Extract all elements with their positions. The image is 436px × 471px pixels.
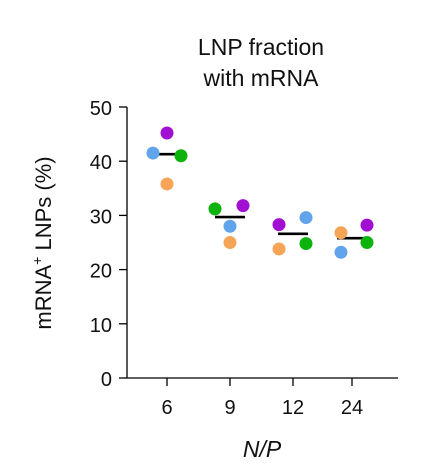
data-point-purple	[160, 126, 174, 140]
data-point-blue	[223, 219, 237, 233]
mean-lines	[152, 152, 367, 240]
y-axis-label: mRNA+ LNPs (%)	[29, 156, 56, 329]
data-point-blue	[299, 211, 313, 225]
chart-title-line-2: with mRNA	[202, 65, 319, 91]
data-point-orange	[160, 177, 174, 191]
chart-title-line-1: LNP fraction	[198, 34, 324, 60]
x-ticks: 6 9 12 24	[161, 378, 363, 419]
y-tick-label: 40	[90, 152, 112, 174]
y-tick-label: 30	[90, 206, 112, 228]
data-point-orange	[272, 242, 286, 256]
data-point-green	[360, 236, 374, 249]
x-tick-label: 12	[282, 397, 304, 419]
y-ticks: 0 10 20 30 40 50	[90, 98, 127, 391]
y-tick-label: 20	[90, 261, 112, 283]
data-point-purple	[360, 218, 374, 232]
x-tick-label: 9	[224, 397, 235, 419]
y-axis-label-unit: LNPs (%)	[31, 156, 56, 256]
y-tick-label: 0	[101, 369, 112, 391]
y-tick-label: 50	[90, 98, 112, 120]
y-axis-label-superscript: +	[29, 257, 45, 265]
data-point-orange	[223, 236, 237, 249]
y-tick-label: 10	[90, 315, 112, 337]
data-point-green	[299, 237, 313, 251]
x-tick-label: 24	[341, 397, 363, 419]
x-tick-label: 6	[161, 397, 172, 419]
data-point-blue	[334, 245, 348, 259]
data-point-orange	[334, 226, 348, 240]
data-points	[146, 126, 374, 259]
data-point-green	[208, 202, 222, 216]
x-axis-label: N/P	[243, 436, 282, 462]
data-point-purple	[272, 218, 286, 232]
y-axis-label-main: mRNA	[31, 265, 56, 330]
data-point-green	[174, 149, 188, 163]
data-point-blue	[146, 146, 160, 160]
data-point-purple	[236, 199, 250, 213]
